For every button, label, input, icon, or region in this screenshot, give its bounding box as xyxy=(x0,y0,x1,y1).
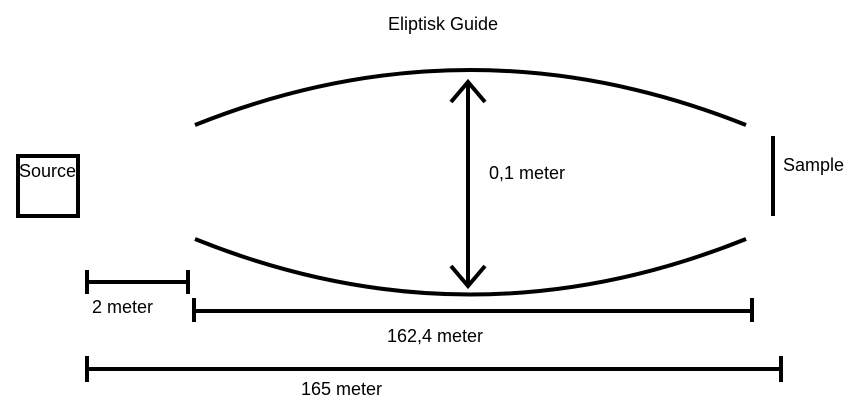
source-label: Source xyxy=(19,161,77,181)
height-arrow xyxy=(449,78,487,290)
gap-label: 2 meter xyxy=(92,297,154,317)
guide-length-dimension-line xyxy=(192,298,754,322)
diagram-title: Eliptisk Guide xyxy=(388,14,499,34)
guide-length-label: 162,4 meter xyxy=(387,326,484,346)
guide-upper-arc xyxy=(194,68,747,127)
total-length-dimension-line xyxy=(85,356,783,382)
gap-dimension-line xyxy=(85,270,190,294)
total-length-label: 165 meter xyxy=(301,379,383,399)
height-label: 0,1 meter xyxy=(489,163,566,183)
sample-label: Sample xyxy=(783,155,845,175)
source-box xyxy=(16,154,80,218)
guide-lower-arc xyxy=(194,237,747,297)
